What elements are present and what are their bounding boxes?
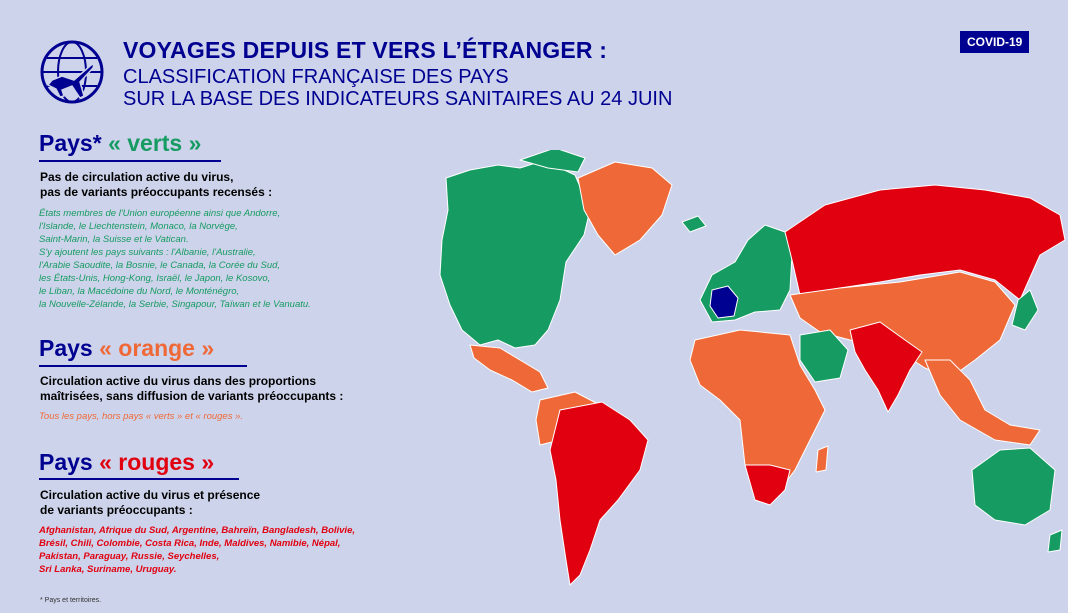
green-heading: Pays* « verts » [39, 130, 201, 157]
green-list-line: les États-Unis, Hong-Kong, Israël, le Ja… [39, 273, 271, 284]
map-new-zealand-green [1047, 529, 1063, 553]
green-list-line: États membres de l'Union européenne ains… [39, 208, 281, 219]
map-greenland-orange [577, 161, 673, 256]
map-central-america-orange [469, 344, 549, 393]
page-title: VOYAGES DEPUIS ET VERS L’ÉTRANGER : [123, 37, 608, 63]
red-desc-line-2: de variants préoccupants : [40, 503, 193, 517]
green-underline [39, 160, 221, 162]
red-heading: Pays « rouges » [39, 449, 214, 476]
orange-heading-label: « orange » [99, 335, 215, 361]
green-list-line: l'Arabie Saoudite, la Bosnie, le Canada,… [39, 260, 281, 271]
orange-underline [39, 365, 247, 367]
map-north-america-green [439, 159, 591, 349]
map-iceland-green [681, 215, 707, 233]
map-south-asia-red [849, 321, 923, 413]
map-canada-islands [519, 150, 586, 173]
green-desc-line-1: Pas de circulation active du virus, [40, 170, 234, 184]
green-list-line: la Nouvelle-Zélande, la Serbie, Singapou… [39, 299, 311, 310]
red-heading-label: « rouges » [99, 449, 215, 475]
red-description: Circulation active du virus et présence … [40, 488, 380, 518]
red-heading-prefix: Pays [39, 449, 93, 475]
map-saudi-arabia-green [799, 329, 849, 383]
red-desc-line-1: Circulation active du virus et présence [40, 488, 261, 502]
footnote: * Pays et territoires. [40, 597, 102, 604]
orange-description: Circulation active du virus dans des pro… [40, 374, 400, 404]
green-description: Pas de circulation active du virus, pas … [40, 170, 380, 200]
green-list-line: l'Islande, le Liechtenstein, Monaco, la … [39, 221, 238, 232]
map-france [709, 285, 739, 319]
green-country-list: États membres de l'Union européenne ains… [39, 207, 384, 311]
green-heading-label: « verts » [108, 130, 202, 156]
orange-country-list: Tous les pays, hors pays « verts » et « … [39, 410, 384, 423]
map-japan-green [1011, 289, 1039, 331]
red-list-line: Afghanistan, Afrique du Sud, Argentine, … [39, 525, 355, 536]
subtitle-line-2: SUR LA BASE DES INDICATEURS SANITAIRES A… [123, 88, 673, 110]
map-southern-africa-red [744, 464, 791, 506]
green-list-line: Saint-Marin, la Suisse et le Vatican. [39, 234, 189, 245]
orange-desc-line-2: maîtrisées, sans diffusion de variants p… [40, 389, 344, 403]
orange-desc-line-1: Circulation active du virus dans des pro… [40, 374, 317, 388]
map-southeast-asia-orange [924, 359, 1041, 446]
subtitle-line-1: CLASSIFICATION FRANÇAISE DES PAYS [123, 66, 509, 88]
globe-airplane-icon [40, 40, 104, 104]
green-desc-line-2: pas de variants préoccupants recensés : [40, 185, 273, 199]
map-madagascar-orange [815, 445, 829, 473]
red-underline [39, 478, 239, 480]
red-list-line: Brésil, Chili, Colombie, Costa Rica, Ind… [39, 538, 341, 549]
green-heading-prefix: Pays* [39, 130, 102, 156]
green-list-line: S'y ajoutent les pays suivants : l'Alban… [39, 247, 256, 258]
red-list-line: Sri Lanka, Suriname, Uruguay. [39, 564, 177, 575]
red-country-list: Afghanistan, Afrique du Sud, Argentine, … [39, 524, 384, 576]
orange-heading: Pays « orange » [39, 335, 214, 362]
orange-list-line: Tous les pays, hors pays « verts » et « … [39, 411, 244, 422]
world-map [439, 150, 1066, 586]
red-list-line: Pakistan, Paraguay, Russie, Seychelles, [39, 551, 220, 562]
orange-heading-prefix: Pays [39, 335, 93, 361]
green-list-line: le Liban, la Macédoine du Nord, le Monté… [39, 286, 240, 297]
map-south-america-red [549, 401, 649, 586]
map-australia-green [971, 447, 1056, 526]
covid-badge: COVID-19 [960, 31, 1030, 53]
